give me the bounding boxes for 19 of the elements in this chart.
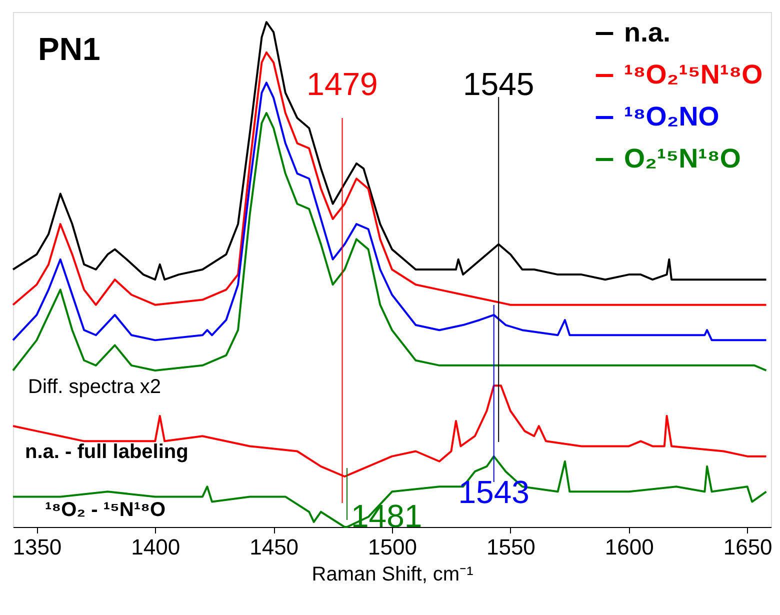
legend-label: ¹⁸O₂NO (624, 102, 720, 132)
x-tick-label: 1550 (486, 534, 536, 560)
x-tick-label: 1600 (604, 534, 654, 560)
x-tick-label: 1650 (723, 534, 772, 560)
x-tick-label: 1450 (250, 534, 299, 560)
x-tick-label: 1400 (131, 534, 180, 560)
chart-title: PN1 (38, 31, 100, 67)
x-axis-title: Raman Shift, cm⁻¹ (312, 564, 474, 586)
ref-line-label: 1543 (458, 474, 530, 510)
legend-label: n.a. (624, 18, 671, 48)
x-tick-label: 1350 (12, 534, 62, 560)
ref-line-label: 1545 (463, 66, 534, 102)
legend-label: ¹⁸O₂¹⁵N¹⁸O (624, 60, 763, 90)
ref-line-label: 1479 (306, 66, 378, 102)
annotation: ¹⁸O₂ - ¹⁵N¹⁸O (45, 499, 166, 521)
annotation: n.a. - full labeling (25, 441, 188, 463)
legend-label: O₂¹⁵N¹⁸O (624, 144, 741, 174)
x-tick-label: 1500 (368, 534, 417, 560)
annotation: Diff. spectra x2 (28, 376, 162, 398)
